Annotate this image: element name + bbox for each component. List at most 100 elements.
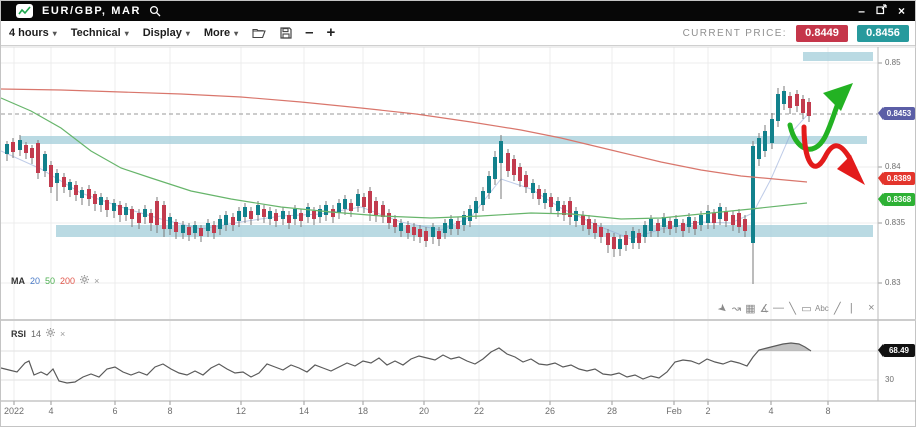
candle-body [681, 223, 685, 231]
candle-body [499, 141, 503, 163]
candle-body [268, 211, 272, 219]
candle-body [481, 191, 485, 205]
candle-body [788, 96, 792, 108]
ma-settings-gear-icon[interactable] [80, 275, 90, 286]
open-folder-icon[interactable] [252, 28, 266, 39]
bearish-arrow [801, 124, 852, 169]
display-menu[interactable]: Display ▾ [142, 27, 190, 39]
drawing-toolbar: ➤ ↝ ▦ ∡ — ╲ ▭ Abc ╱ | × [714, 300, 877, 316]
candle-body [312, 211, 316, 219]
fan-lines-tool-icon[interactable]: ∡ [759, 302, 770, 315]
candle-body [549, 197, 553, 207]
rectangle-tool-icon[interactable]: ▭ [801, 302, 812, 315]
candle-body [43, 154, 47, 171]
candle-body [506, 153, 510, 171]
candle-body [612, 237, 616, 249]
candle-body [587, 219, 591, 229]
candle-body [337, 203, 341, 213]
zoom-out-button[interactable]: – [305, 24, 314, 41]
bid-price-badge: 0.8449 [796, 24, 848, 42]
candle-body [699, 215, 703, 225]
window-controls: – × [858, 1, 905, 21]
candle-body [543, 193, 547, 203]
candle-body [87, 189, 91, 199]
candle-body [381, 205, 385, 217]
candle-body [143, 209, 147, 217]
bullish-arrow-head [823, 83, 853, 111]
symbol-title: EUR/GBP, MAR [42, 5, 142, 17]
candle-body [674, 219, 678, 227]
candle-body [770, 119, 774, 143]
search-icon[interactable] [149, 5, 161, 17]
candle-body [5, 144, 9, 154]
candle-body [187, 227, 191, 235]
save-icon[interactable] [280, 27, 292, 39]
timeframe-menu[interactable]: 4 hours ▾ [9, 27, 57, 39]
candle-body [468, 209, 472, 221]
close-toolbar-icon[interactable]: × [868, 302, 875, 314]
candle-body [431, 227, 435, 237]
more-menu[interactable]: More ▾ [203, 27, 239, 39]
candle-body [493, 157, 497, 179]
candle-body [443, 223, 447, 233]
rsi-overbought-fill [756, 343, 809, 351]
ma50-line [1, 97, 808, 220]
title-bar: EUR/GBP, MAR – × [1, 1, 915, 21]
trendline-tool-icon[interactable]: ╲ [789, 302, 796, 315]
text-tool-icon[interactable]: Abc [815, 303, 829, 313]
rsi-settings-gear-icon[interactable] [46, 328, 56, 339]
candle-body [112, 203, 116, 211]
candle-body [399, 223, 403, 231]
candle-body [93, 194, 97, 204]
technical-menu[interactable]: Technical ▾ [70, 27, 129, 39]
rsi-line [1, 342, 812, 384]
fib-grid-tool-icon[interactable]: ▦ [745, 302, 756, 315]
zoom-in-button[interactable]: + [326, 24, 336, 41]
candle-body [193, 225, 197, 233]
candle-body [162, 205, 166, 229]
candle-body [606, 233, 610, 245]
candle-body [237, 211, 241, 221]
candle-body [474, 201, 478, 213]
rsi-remove-icon[interactable]: × [60, 328, 66, 339]
chevron-down-icon: ▾ [234, 28, 239, 38]
popout-button[interactable] [876, 1, 887, 21]
close-button[interactable]: × [897, 4, 905, 18]
candle-body [362, 197, 366, 207]
ma-remove-icon[interactable]: × [94, 275, 100, 286]
candle-body [212, 225, 216, 233]
candle-body [718, 207, 722, 219]
candle-body [174, 222, 178, 232]
candle-body [807, 102, 811, 116]
ma200-line [1, 88, 808, 183]
candle-body [224, 215, 228, 225]
horizontal-line-tool-icon[interactable]: — [773, 302, 784, 314]
candle-body [763, 131, 767, 151]
ray-tool-icon[interactable]: ╱ [833, 302, 841, 315]
candle-body [118, 205, 122, 215]
candle-body [349, 203, 353, 211]
candle-body [449, 219, 453, 229]
candle-body [662, 217, 666, 227]
candle-body [643, 225, 647, 237]
candle-body [18, 140, 22, 150]
candle-body [668, 221, 672, 229]
pointer-tool-icon[interactable]: ➤ [714, 300, 730, 316]
candle-body [631, 231, 635, 243]
candle-body [68, 182, 72, 190]
candle-body [456, 221, 460, 229]
candle-body [281, 211, 285, 219]
candle-body [343, 199, 347, 209]
minimize-button[interactable]: – [858, 4, 865, 18]
toolbar: 4 hours ▾ Technical ▾ Display ▾ More ▾ – + C… [1, 21, 915, 46]
brush-tool-icon[interactable]: ↝ [731, 302, 742, 315]
candle-body [331, 209, 335, 217]
candle-body [231, 217, 235, 225]
candle-body [593, 223, 597, 233]
bullish-arrow [787, 98, 842, 152]
candle-body [537, 189, 541, 199]
candle-body [181, 225, 185, 233]
candle-body [49, 165, 53, 187]
